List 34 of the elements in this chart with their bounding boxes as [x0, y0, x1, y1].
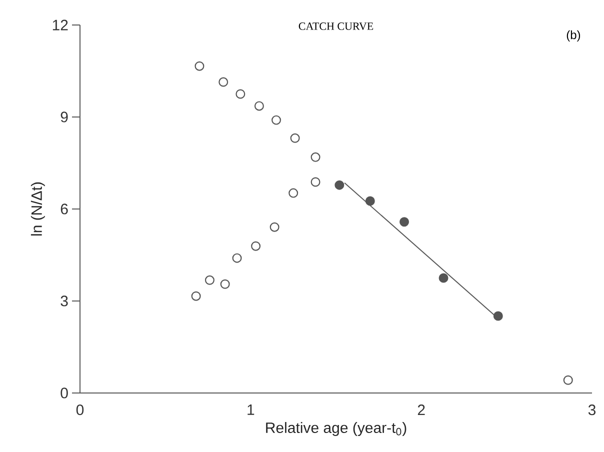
point — [400, 217, 410, 227]
x-tick-label: 3 — [588, 404, 596, 416]
point — [194, 61, 204, 71]
x-tick-label: 2 — [418, 404, 425, 416]
y-tick-label: 12 — [52, 20, 68, 30]
y-tick-label: 3 — [60, 296, 68, 306]
point — [270, 222, 280, 232]
point — [191, 291, 201, 301]
point — [334, 180, 344, 190]
x-tick-label: 1 — [248, 404, 254, 415]
y-tick-label: 9 — [60, 112, 68, 122]
point — [563, 375, 573, 385]
chart-title: CATCH CURVE — [298, 22, 374, 30]
point — [290, 133, 300, 143]
point — [310, 177, 320, 187]
annotation: (b) — [566, 30, 580, 42]
point — [288, 188, 298, 198]
point — [272, 115, 282, 125]
point — [220, 279, 230, 289]
point — [251, 241, 261, 251]
point — [236, 89, 246, 99]
point — [493, 311, 503, 321]
point — [365, 196, 375, 206]
point — [218, 77, 228, 87]
point — [232, 253, 242, 263]
point — [438, 273, 448, 283]
point — [254, 101, 264, 111]
y-tick-label: 6 — [60, 204, 68, 214]
x-axis-title: Relative age (year-t$_{0}$) — [266, 422, 406, 436]
x-tick-label: 0 — [76, 404, 84, 416]
y-axis-title: ln (N/Δt) — [30, 182, 45, 236]
point — [204, 275, 214, 285]
y-tick-label: 0 — [60, 388, 68, 398]
point — [310, 152, 320, 162]
